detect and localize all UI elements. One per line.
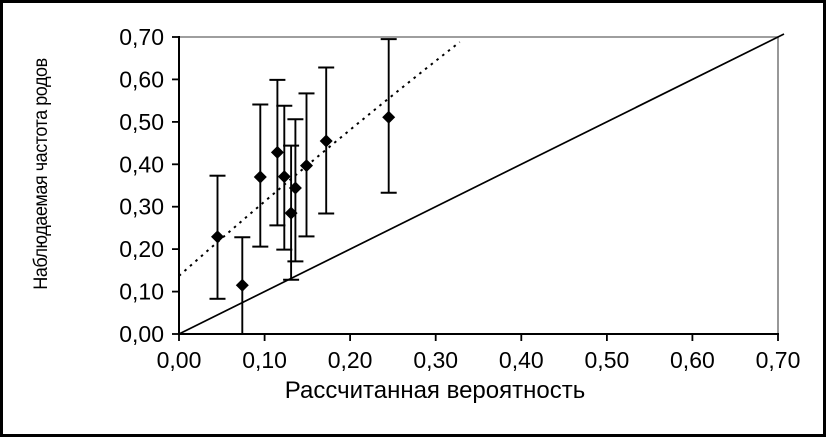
- x-tick-label: 0,40: [499, 347, 544, 373]
- data-point-marker: [382, 110, 396, 124]
- y-tick-label: 0,00: [119, 321, 164, 347]
- y-tick-label: 0,60: [119, 66, 164, 92]
- y-tick-label: 0,10: [119, 279, 164, 305]
- y-tick-label: 0,20: [119, 236, 164, 262]
- x-tick-label: 0,50: [585, 347, 630, 373]
- data-point-marker: [235, 278, 249, 292]
- x-tick-label: 0,30: [413, 347, 458, 373]
- y-tick-label: 0,30: [119, 194, 164, 220]
- data-point-marker: [300, 159, 313, 173]
- y-axis-title: Наблюдаемая частота родов: [31, 58, 52, 290]
- y-tick-label: 0,40: [119, 151, 164, 177]
- data-point-marker: [211, 230, 224, 244]
- data-point-marker: [253, 170, 267, 184]
- x-axis-title: Рассчитанная вероятность: [284, 377, 586, 404]
- x-tick-label: 0,10: [242, 347, 287, 373]
- data-point-marker: [277, 170, 291, 184]
- data-point-marker: [288, 181, 302, 195]
- y-tick-label: 0,50: [119, 109, 164, 135]
- data-point-marker: [270, 145, 284, 159]
- x-tick-label: 0,60: [670, 347, 715, 373]
- trend-line: [178, 41, 461, 277]
- x-tick-label: 0,00: [157, 347, 202, 373]
- data-point-marker: [319, 134, 333, 148]
- identity-line: [178, 33, 785, 335]
- x-tick-label: 0,20: [328, 347, 373, 373]
- y-tick-label: 0,70: [119, 24, 164, 50]
- x-tick-label: 0,70: [756, 347, 801, 373]
- data-point-marker: [284, 206, 298, 220]
